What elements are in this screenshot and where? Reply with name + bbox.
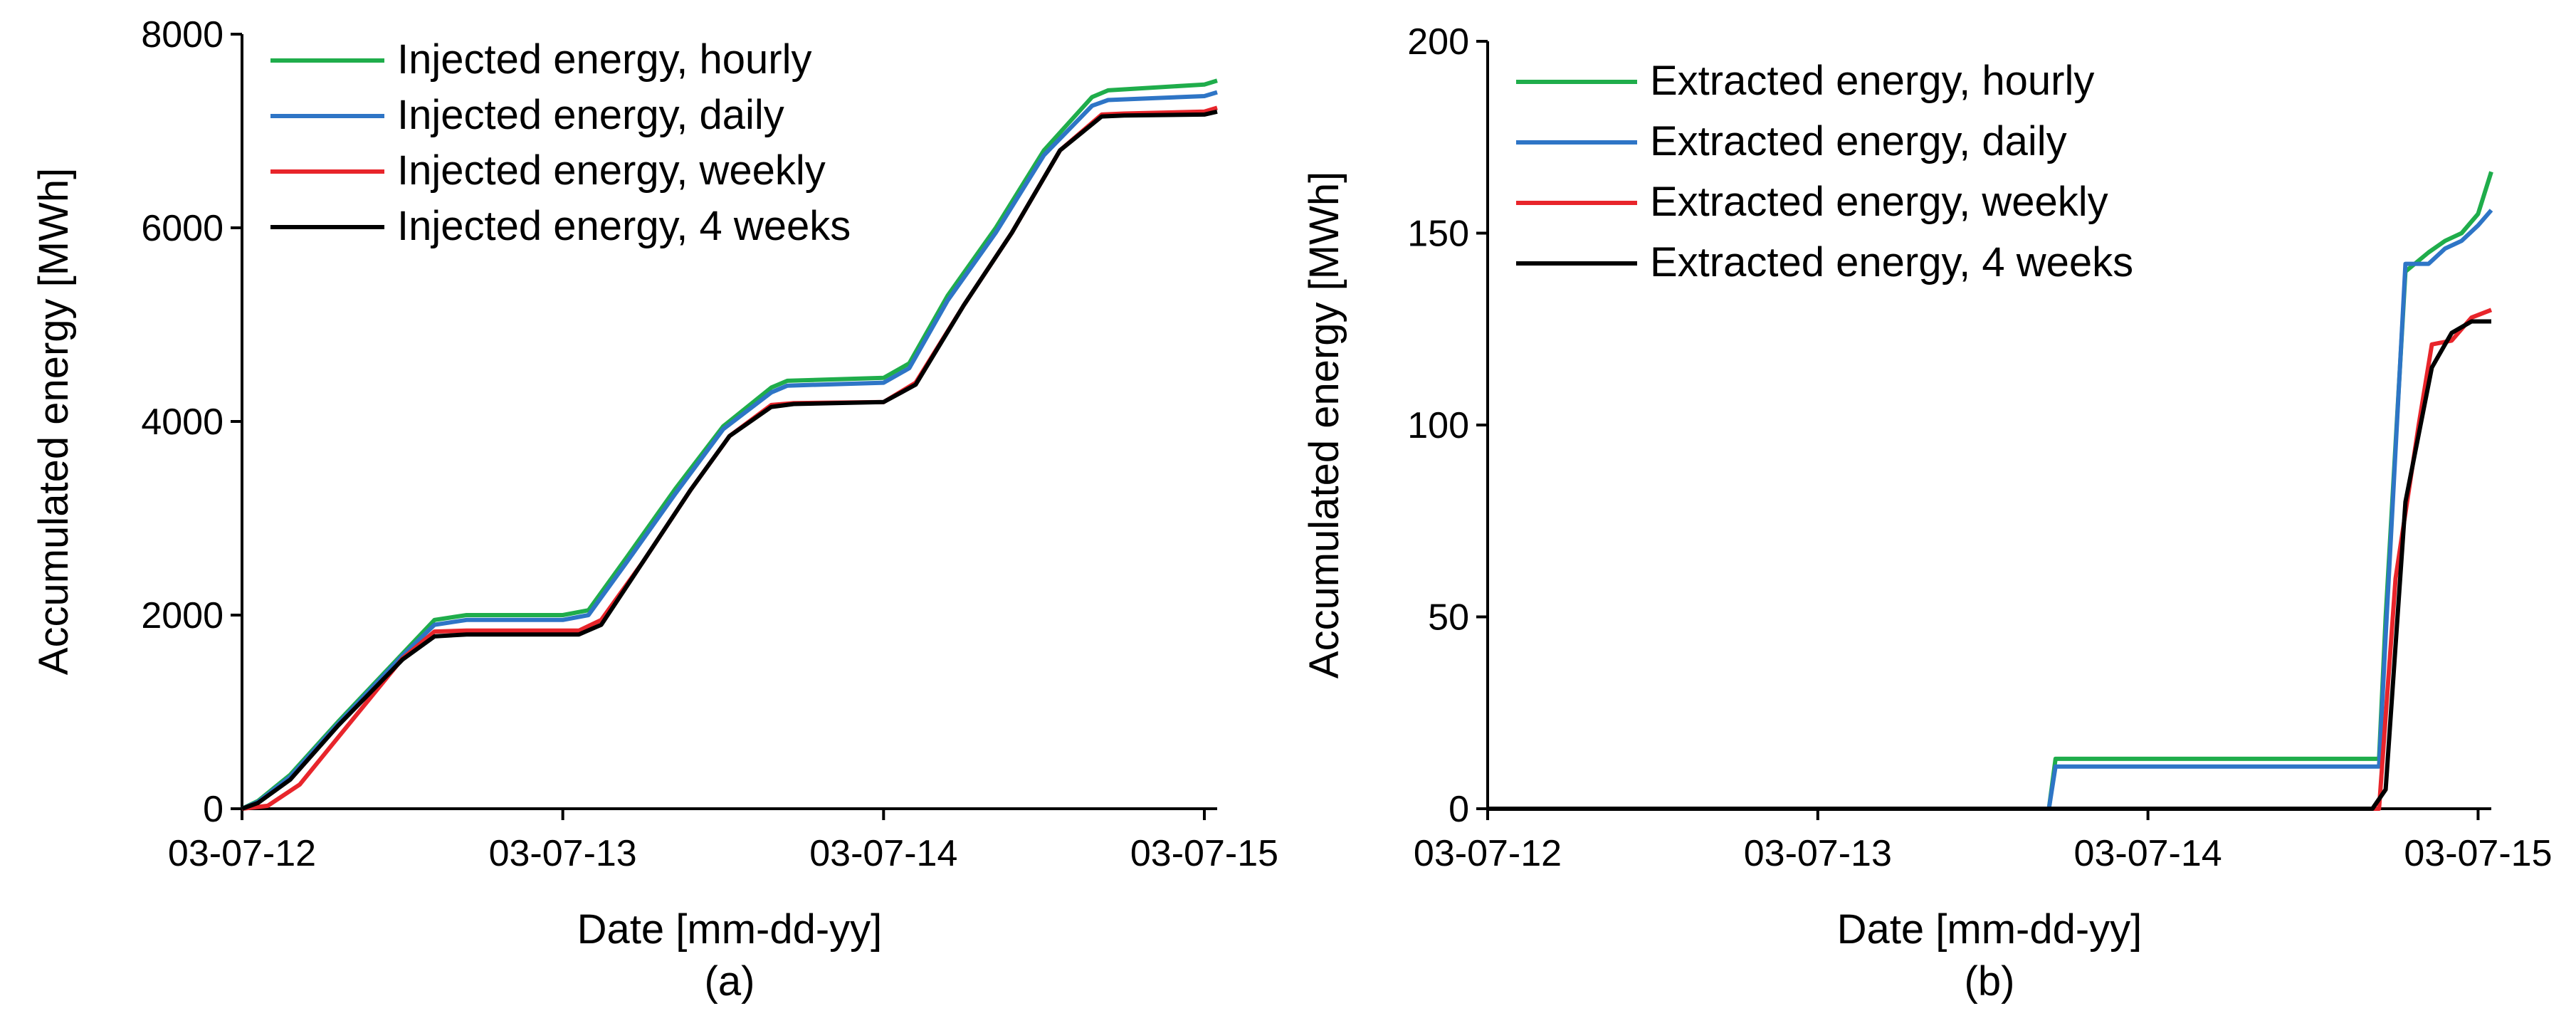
y-tick-label: 4000 bbox=[141, 402, 224, 443]
x-tick-label: 03-07-14 bbox=[2074, 833, 2222, 874]
y-tick-label: 0 bbox=[203, 789, 224, 830]
legend-label: Injected energy, 4 weeks bbox=[397, 203, 851, 249]
series-line-4 bbox=[241, 109, 1218, 811]
series-line-3 bbox=[1488, 308, 2493, 811]
series-line-4 bbox=[1488, 319, 2491, 811]
legend-label: Injected energy, hourly bbox=[397, 36, 812, 83]
legend-label: Extracted energy, daily bbox=[1650, 118, 2067, 164]
chart-panel-b: 0 50 100 150 200 03-07-12 03-07-13 03-07-14 03-0… bbox=[1301, 21, 2553, 1005]
x-tick-label: 03-07-12 bbox=[1414, 833, 1562, 874]
x-tick-label: 03-07-14 bbox=[809, 833, 957, 874]
x-tick-label: 03-07-12 bbox=[168, 833, 316, 874]
legend-label: Injected energy, daily bbox=[397, 92, 784, 138]
x-tick-label: 03-07-13 bbox=[489, 833, 637, 874]
y-tick-label: 200 bbox=[1407, 21, 1469, 63]
y-axis-label: Accumulated energy [MWh] bbox=[31, 168, 77, 675]
legend-label: Extracted energy, 4 weeks bbox=[1650, 239, 2133, 285]
x-axis-label: Date [mm-dd-yy] bbox=[577, 906, 883, 953]
y-tick-label: 150 bbox=[1407, 214, 1469, 255]
panel-label: (a) bbox=[705, 958, 755, 1005]
series-line-2 bbox=[241, 90, 1218, 811]
y-tick-label: 100 bbox=[1407, 405, 1469, 446]
y-tick-label: 50 bbox=[1428, 597, 1469, 639]
y-tick-label: 2000 bbox=[141, 595, 224, 636]
chart-panel-a: 0 2000 4000 6000 8000 03-07-12 03-07-13 03-07-1… bbox=[31, 14, 1278, 1005]
legend-label: Extracted energy, hourly bbox=[1650, 58, 2094, 104]
y-tick-label: 6000 bbox=[141, 208, 224, 249]
y-axis-label: Accumulated energy [MWh] bbox=[1301, 172, 1347, 678]
legend-label: Extracted energy, weekly bbox=[1650, 179, 2108, 225]
x-tick-label: 03-07-15 bbox=[2404, 833, 2552, 874]
x-axis-label: Date [mm-dd-yy] bbox=[1837, 906, 2143, 953]
y-tick-label: 0 bbox=[1449, 789, 1469, 830]
series-line-2 bbox=[1488, 209, 2493, 811]
y-tick-label: 8000 bbox=[141, 14, 224, 56]
x-tick-label: 03-07-13 bbox=[1744, 833, 1892, 874]
panel-label: (b) bbox=[1965, 958, 2015, 1005]
x-tick-label: 03-07-15 bbox=[1130, 833, 1278, 874]
legend-label: Injected energy, weekly bbox=[397, 147, 826, 194]
